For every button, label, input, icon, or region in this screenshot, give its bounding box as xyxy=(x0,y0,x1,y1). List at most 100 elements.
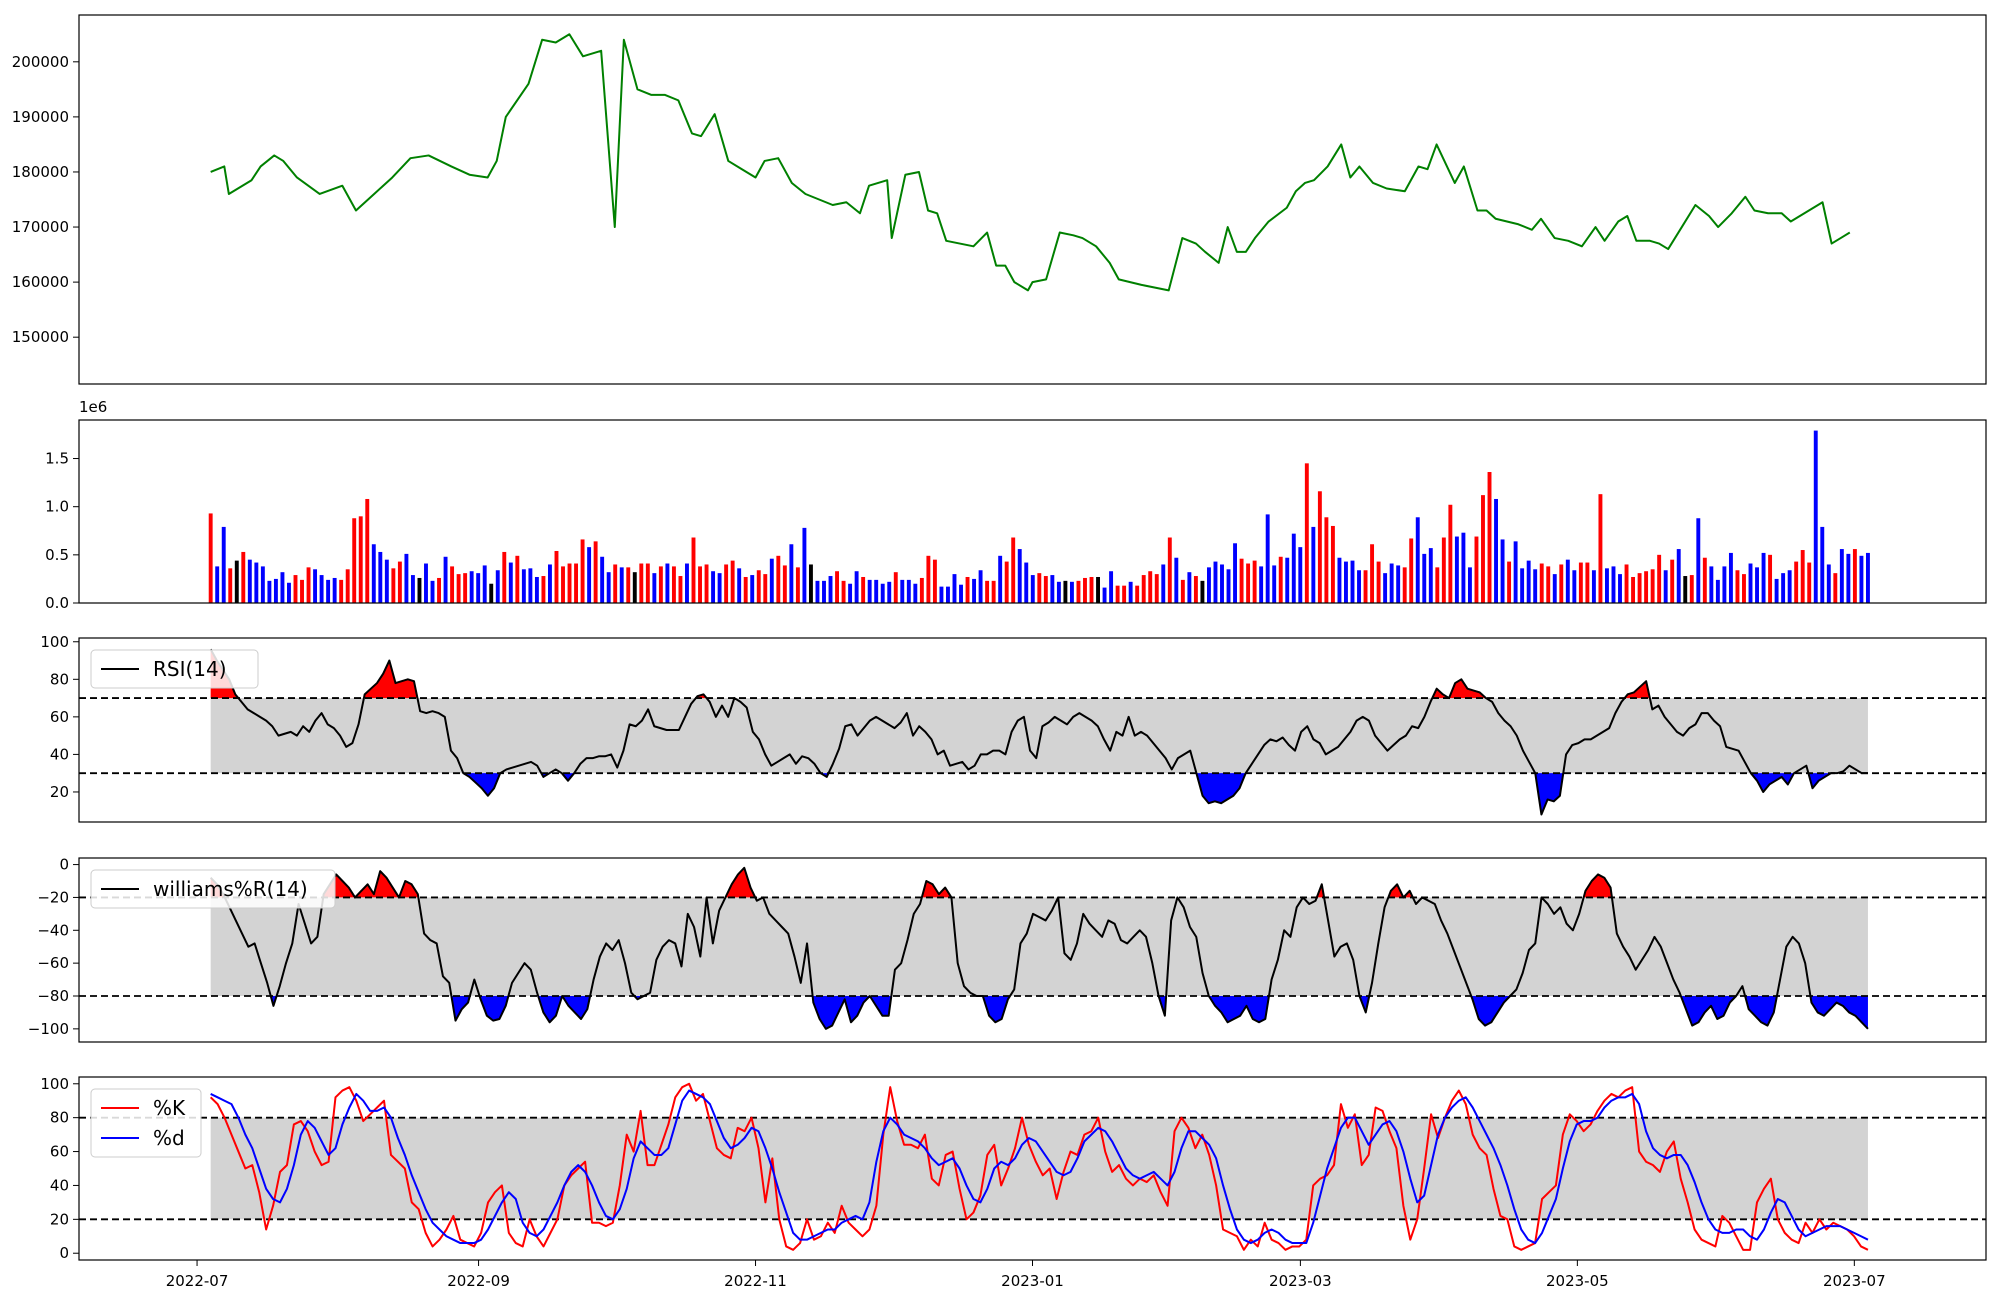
rsi-ytick-label: 60 xyxy=(50,708,69,726)
volume-bar xyxy=(1050,575,1055,603)
volume-bar xyxy=(1043,576,1048,603)
volume-bar xyxy=(632,572,637,603)
volume-bar xyxy=(306,567,311,603)
volume-bar xyxy=(1278,556,1283,603)
stochastic-ytick-label: 40 xyxy=(50,1176,69,1194)
volume-bar xyxy=(1213,561,1218,603)
volume-bar xyxy=(691,537,696,603)
volume-bar xyxy=(789,544,794,603)
volume-bar xyxy=(1252,560,1257,603)
rsi-band xyxy=(210,698,1868,774)
rsi-legend-box xyxy=(90,649,259,689)
williams-overbought-fill xyxy=(210,867,1612,898)
rsi-series-line-0 xyxy=(209,648,1868,816)
volume-bar xyxy=(730,560,735,603)
volume-bar xyxy=(1311,526,1316,603)
price-frame xyxy=(78,14,1987,385)
volume-bar xyxy=(887,581,892,603)
volume-bar xyxy=(1076,580,1081,603)
volume-bar xyxy=(1585,562,1590,603)
volume-bar xyxy=(1670,559,1675,603)
volume-bar xyxy=(1285,557,1290,603)
volume-bar xyxy=(404,553,409,603)
volume-bar xyxy=(1591,570,1596,603)
volume-bar xyxy=(926,555,931,603)
volume-bar xyxy=(1448,504,1453,603)
rsi-frame xyxy=(78,637,1987,823)
volume-bar xyxy=(1637,573,1642,603)
volume-bar xyxy=(534,576,539,603)
volume-bar xyxy=(1500,539,1505,603)
volume-bar xyxy=(946,586,950,603)
volume-bar xyxy=(1096,576,1100,603)
volume-bar xyxy=(1330,525,1335,603)
volume-bar xyxy=(1722,566,1727,603)
volume-bar xyxy=(1657,554,1662,603)
volume-bar xyxy=(443,556,448,603)
volume-bar xyxy=(293,575,298,603)
williams-panel: −100 −80 −60 −40 −20 0 williams%R(14) xyxy=(28,856,1987,1043)
volume-bar xyxy=(260,566,265,603)
rsi-ytick-label: 80 xyxy=(50,670,69,688)
volume-bar xyxy=(952,574,957,603)
x-tick-label: 2023-05 xyxy=(1546,1272,1609,1290)
volume-bar xyxy=(1859,555,1864,603)
volume-ytick-label: 0.0 xyxy=(45,594,69,612)
volume-bar xyxy=(900,579,905,603)
volume-bar xyxy=(352,518,357,603)
volume-bar xyxy=(1735,570,1740,603)
williams-ytick-label: −60 xyxy=(37,954,69,972)
volume-bar xyxy=(606,572,611,603)
volume-bar xyxy=(959,584,963,603)
volume-bar xyxy=(1083,577,1087,603)
volume-bar xyxy=(580,539,585,603)
stochastic-legend-label: %K xyxy=(153,1096,186,1120)
volume-bar xyxy=(365,498,370,603)
volume-bar xyxy=(848,583,853,603)
volume-bar xyxy=(574,563,579,603)
volume-bar xyxy=(1233,543,1237,603)
volume-bar xyxy=(828,576,833,603)
volume-bar xyxy=(1304,463,1309,603)
volume-bar xyxy=(548,564,552,603)
volume-bar xyxy=(717,573,722,603)
rsi-legend-label: RSI(14) xyxy=(153,657,227,681)
volume-bar xyxy=(1481,495,1485,603)
volume-bar xyxy=(1507,561,1512,603)
volume-bar xyxy=(424,563,428,603)
volume-bar xyxy=(880,583,885,603)
volume-bar xyxy=(1428,548,1433,603)
volume-bar xyxy=(1728,552,1733,603)
volume-bar xyxy=(463,573,468,603)
price-ytick-label: 160000 xyxy=(12,273,69,291)
volume-bar xyxy=(1415,517,1420,603)
volume-bar xyxy=(1755,567,1759,603)
williams-series-line-0 xyxy=(209,866,1869,1030)
volume-bar xyxy=(1324,517,1329,603)
x-tick-label: 2023-03 xyxy=(1269,1272,1332,1290)
volume-bar xyxy=(521,569,526,603)
volume-bar xyxy=(1265,514,1270,603)
volume-bar xyxy=(1174,557,1179,603)
volume-bar xyxy=(371,544,376,603)
stochastic-ytick-label: 20 xyxy=(50,1210,69,1228)
volume-bar xyxy=(587,547,592,603)
volume-bar xyxy=(554,550,559,603)
williams-oversold-fill xyxy=(270,996,1868,1029)
volume-bar xyxy=(1409,538,1414,603)
x-tick-label: 2023-01 xyxy=(1001,1272,1064,1290)
volume-bar xyxy=(593,541,598,603)
volume-bar xyxy=(1539,563,1544,603)
rsi-ytick-label: 20 xyxy=(50,783,69,801)
volume-bar xyxy=(417,577,422,603)
volume-bar xyxy=(1089,576,1094,603)
williams-frame xyxy=(78,857,1987,1043)
volume-ytick-label: 1.5 xyxy=(45,450,69,468)
x-tick-label: 2022-07 xyxy=(166,1272,229,1290)
rsi-ytick-label: 100 xyxy=(40,633,69,651)
volume-bar xyxy=(750,575,755,603)
volume-bar xyxy=(267,580,272,603)
williams-legend-box xyxy=(90,869,336,909)
volume-bar xyxy=(1800,550,1805,603)
volume-bar xyxy=(1696,518,1701,603)
